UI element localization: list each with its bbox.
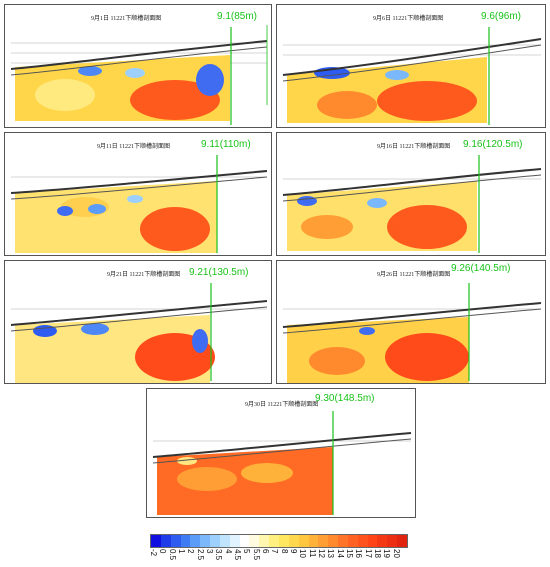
profile-plot [152, 411, 412, 515]
colorbar-tick-label: 10 [298, 549, 308, 558]
colorbar-tick-label: 15 [345, 549, 354, 558]
colorbar-tick-label: 4 [223, 549, 233, 554]
panel-title: 9月30日 11221下顺槽剖面图 [245, 402, 319, 408]
profile-plot [282, 283, 542, 383]
colorbar-swatch [269, 535, 279, 547]
profile-panel-sep16: 9月16日 11221下顺槽剖面图 9.16(120.5m) [276, 132, 546, 256]
colorbar-swatch [170, 535, 181, 547]
colorbar-tick-label: 5.5 [251, 549, 261, 561]
progress-tag: 9.6(96m) [481, 11, 522, 22]
colorbar-swatch [200, 535, 211, 547]
panel-title: 9月26日 11221下顺槽剖面图 [377, 272, 451, 278]
colorbar-swatch [239, 535, 250, 547]
profile-plot [10, 25, 268, 125]
progress-tag: 9.21(130.5m) [189, 267, 249, 278]
profile-panel-sep6: 9月6日 11221下顺槽剖面图 9.6(96m) [276, 4, 546, 128]
colorbar-tick-label: 2 [186, 549, 196, 554]
progress-tag: 9.11(110m) [201, 139, 251, 150]
colorbar-swatch [190, 535, 201, 547]
colorbar-swatch [249, 535, 260, 547]
panel-title: 9月21日 11221下顺槽剖面图 [107, 272, 181, 278]
panel-title: 9月1日 11221下顺槽剖面图 [91, 16, 162, 22]
colorbar-tick-label: 12 [317, 549, 326, 558]
profile-plot [282, 27, 542, 125]
colorbar-tick-label: -2 [149, 549, 158, 557]
colorbar-tick-label: 1 [177, 549, 186, 554]
colorbar-swatch [328, 535, 339, 547]
progress-tag: 9.1(85m) [217, 11, 258, 22]
panel-title: 9月11日 11221下顺槽剖面图 [97, 144, 171, 150]
panel-title: 9月6日 11221下顺槽剖面图 [373, 16, 444, 22]
colorbar-tick-label: 20 [391, 549, 401, 558]
colorbar-tick-label: 19 [382, 549, 392, 558]
colorbar-swatch [219, 535, 230, 547]
colorbar-tick-label: 18 [373, 549, 382, 558]
colorbar-swatch [298, 535, 309, 547]
colorbar-tick-label: 3.5 [214, 549, 224, 561]
colorbar-tick-label: 16 [354, 549, 364, 558]
profile-panel-sep21: 9月21日 11221下顺槽剖面图 9.21(130.5m) [4, 260, 272, 384]
colorbar-swatch [259, 535, 270, 547]
colorbar-swatch [180, 535, 191, 547]
colorbar-tick-label: 4.5 [233, 549, 242, 561]
colorbar-swatch [347, 535, 358, 547]
colorbar-swatch [318, 535, 329, 547]
colorbar-swatch [357, 535, 368, 547]
colorbar-swatch [387, 535, 398, 547]
colorbar-tick-label: 5 [242, 549, 252, 554]
panel-title: 9月16日 11221下顺槽剖面图 [377, 144, 451, 150]
profile-panel-sep11: 9月11日 11221下顺槽剖面图 9.11(110m) [4, 132, 272, 256]
colorbar-swatch [278, 535, 289, 547]
colorbar-tick-label: 8 [279, 549, 289, 554]
colorbar-swatch [229, 535, 240, 547]
profile-plot [10, 155, 268, 253]
colorbar-tick-label: 2.5 [195, 549, 205, 561]
colorbar-swatch [338, 535, 348, 547]
colorbar-tick-label: 9 [289, 549, 298, 554]
colorbar-swatch [367, 535, 378, 547]
progress-tag: 9.26(140.5m) [451, 263, 511, 274]
profile-plot [10, 283, 268, 383]
colorbar-tick-label: 0.5 [167, 549, 177, 561]
progress-tag: 9.30(148.5m) [315, 393, 375, 404]
profile-panel-sep1: 9月1日 11221下顺槽剖面图 9.1(85m) [4, 4, 272, 128]
colorbar-tick-label: 7 [270, 549, 280, 554]
progress-tag: 9.16(120.5m) [463, 139, 523, 150]
colorbar-tick-label: 13 [326, 549, 336, 558]
colorbar-swatch [210, 535, 220, 547]
colorbar-swatch [377, 535, 388, 547]
colorbar-swatch [151, 535, 161, 547]
colorbar-tick-label: 3 [205, 549, 214, 554]
colorbar-swatch [397, 535, 407, 547]
colorbar-swatch [160, 535, 171, 547]
colorbar-tick-label: 0 [158, 549, 168, 554]
colorbar-swatch [308, 535, 319, 547]
colorbar-tick-label: 11 [307, 549, 317, 558]
colorbar-tick-label: 17 [363, 549, 373, 558]
profile-panel-sep30: 9月30日 11221下顺槽剖面图 9.30(148.5m) [146, 388, 416, 518]
colorbar-tick-label: 6 [261, 549, 270, 554]
colorbar [150, 534, 408, 548]
profile-plot [282, 155, 542, 253]
colorbar-tick-label: 14 [335, 549, 345, 558]
profile-panel-sep26: 9月26日 11221下顺槽剖面图 9.26(140.5m) [276, 260, 546, 384]
colorbar-swatch [288, 535, 299, 547]
